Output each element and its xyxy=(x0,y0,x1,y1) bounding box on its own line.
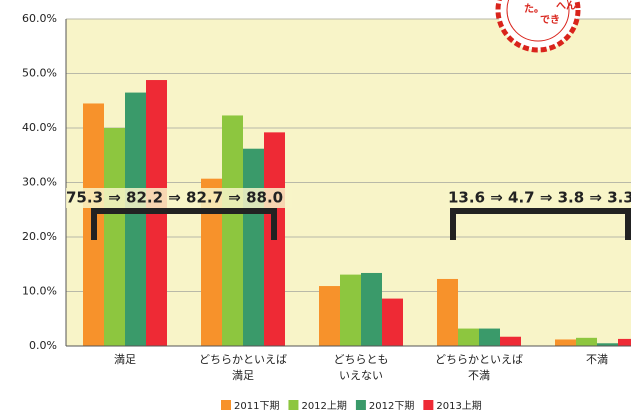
y-tick-label: 0.0% xyxy=(29,339,57,352)
bar xyxy=(576,337,597,346)
x-tick-label: 不満 xyxy=(586,353,608,366)
legend-swatch xyxy=(288,400,299,410)
bar xyxy=(458,328,479,346)
legend-label: 2011下期 xyxy=(234,400,279,412)
bracket xyxy=(450,208,631,240)
bar xyxy=(597,343,618,346)
bar xyxy=(125,92,146,346)
y-tick-label: 30.0% xyxy=(22,176,57,189)
bar xyxy=(500,336,521,346)
bar xyxy=(104,128,125,346)
x-tick-label: いえない xyxy=(339,369,383,382)
stamp: へん でき た。 xyxy=(495,0,581,53)
y-tick-label: 40.0% xyxy=(22,121,57,134)
legend-label: 2013上期 xyxy=(436,400,481,412)
x-tick-label: 不満 xyxy=(468,369,490,382)
legend: 2011下期 2012上期 2012下期 2013上期 xyxy=(221,400,482,412)
legend-swatch xyxy=(423,400,434,410)
y-tick-label: 10.0% xyxy=(22,285,57,298)
bar xyxy=(243,148,264,346)
stamp-text: へん xyxy=(556,0,576,12)
y-tick-label: 60.0% xyxy=(22,12,57,25)
bracket xyxy=(91,208,277,240)
annotation-bg xyxy=(66,188,292,208)
x-tick-label: どちらとも xyxy=(334,353,389,366)
annotation: 13.6 ⇒ 4.7 ⇒ 3.8 ⇒ 3.3 xyxy=(448,189,631,207)
bar xyxy=(222,115,243,346)
legend-swatch xyxy=(355,400,366,410)
bar xyxy=(201,178,222,346)
stamp-inner xyxy=(506,0,570,42)
bar xyxy=(361,272,382,346)
legend-label: 2012上期 xyxy=(301,400,346,412)
annotation: 75.3 ⇒ 82.2 ⇒ 82.7 ⇒ 88.0 xyxy=(66,189,283,207)
bar xyxy=(479,328,500,346)
y-tick-label: 20.0% xyxy=(22,230,57,243)
x-tick-label: 満足 xyxy=(114,353,136,366)
legend-label: 2012下期 xyxy=(369,400,414,412)
bar xyxy=(340,274,361,346)
x-tick-label: どちらかといえば xyxy=(435,353,523,366)
annotation-bg xyxy=(446,188,631,208)
bar xyxy=(382,298,403,346)
stamp-text: た。 xyxy=(524,3,544,15)
bar xyxy=(437,278,458,346)
y-tick-label: 50.0% xyxy=(22,67,57,80)
bar xyxy=(555,339,576,346)
x-tick-label: どちらかといえば xyxy=(199,353,287,366)
bar xyxy=(618,338,631,346)
legend-swatch xyxy=(221,400,231,410)
stamp-text: でき xyxy=(540,14,560,26)
x-tick-label: 満足 xyxy=(232,369,254,382)
bar xyxy=(319,286,340,346)
